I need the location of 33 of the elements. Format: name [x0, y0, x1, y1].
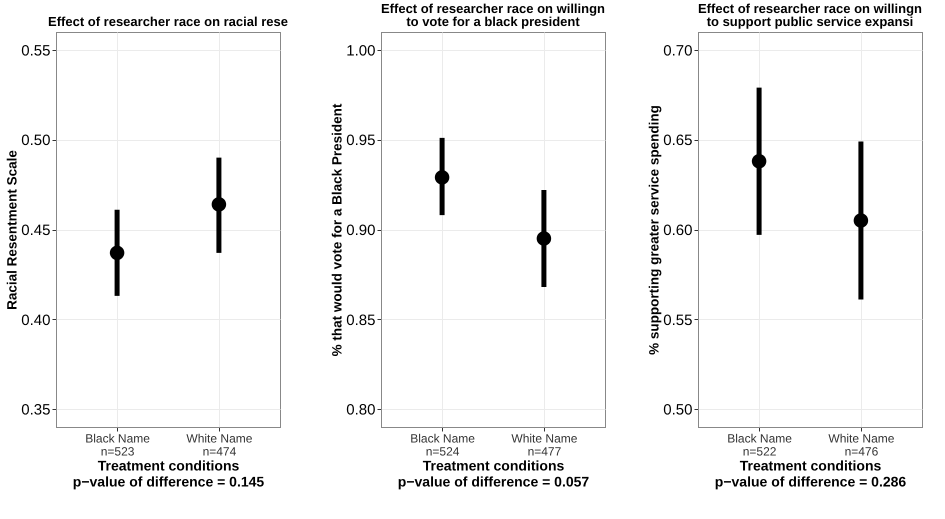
y-tick-label: 0.95: [346, 132, 376, 150]
y-tick-label: 0.50: [663, 402, 692, 419]
x-tick-label: Black Name n=522: [727, 432, 792, 458]
y-tick-label: 0.50: [21, 132, 50, 150]
y-tick-label: 0.70: [663, 42, 692, 60]
y-axis-title: % supporting greater service spending: [646, 105, 662, 355]
y-tick-label: 0.60: [663, 222, 692, 239]
y-tick-label: 0.80: [346, 402, 376, 419]
x-axis-title: Treatment conditions: [422, 458, 564, 474]
chart-title: Effect of researcher race on willingn to vote for a black president: [381, 1, 606, 29]
y-tick-label: 1.00: [346, 42, 376, 60]
y-tick-label: 0.40: [21, 312, 50, 329]
y-tick-label: 0.55: [21, 42, 50, 60]
text: p−value of difference = 0.057: [398, 474, 590, 490]
y-tick-label: 0.65: [663, 132, 692, 150]
x-tick-label: White Name n=474: [186, 432, 253, 458]
y-axis-title: % that would vote for a Black President: [329, 103, 344, 356]
x-tick-label: Black Name n=524: [410, 432, 476, 458]
x-axis-title: Treatment conditions: [740, 458, 882, 474]
x-tick-label: White Name n=476: [828, 432, 895, 458]
y-tick-label: 0.35: [21, 402, 50, 419]
chart-title: Effect of researcher race on willingn to support public service expansi: [698, 1, 922, 29]
text: p−value of difference = 0.145: [72, 474, 264, 490]
x-axis-title: Treatment conditions: [98, 458, 240, 474]
y-tick-label: 0.55: [663, 312, 692, 329]
y-tick-label: 0.45: [21, 222, 50, 239]
x-tick-label: White Name n=477: [511, 432, 578, 458]
text: p−value of difference = 0.286: [714, 474, 906, 490]
chart-title: Effect of researcher race on racial rese: [48, 14, 288, 29]
y-tick-label: 0.90: [346, 222, 376, 239]
y-axis-title: Racial Resentment Scale: [4, 150, 20, 310]
x-tick-label: Black Name n=523: [85, 432, 150, 458]
y-tick-label: 0.85: [346, 312, 376, 329]
